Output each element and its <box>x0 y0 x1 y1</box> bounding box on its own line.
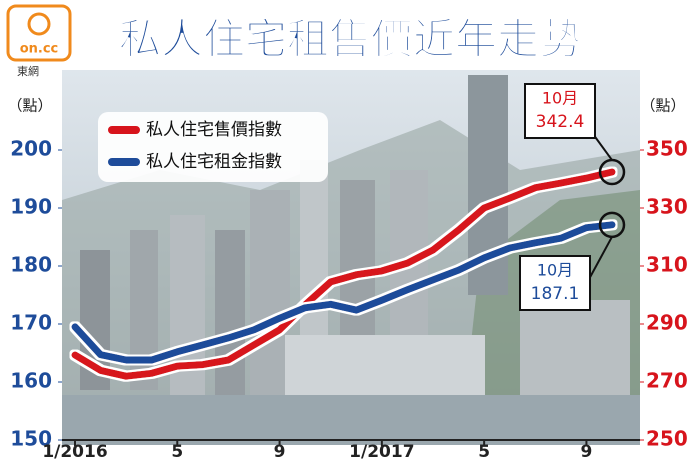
y2-tick-label: 350 <box>646 137 688 161</box>
x-tick-label: 1/2017 <box>349 442 414 460</box>
callout-month: 10月 <box>537 261 573 280</box>
y2-tick-label: 330 <box>646 195 688 219</box>
y2-tick-label: 270 <box>646 369 688 393</box>
callout-value: 342.4 <box>536 112 585 132</box>
source: 東網 <box>17 64 39 78</box>
y-tick-label: 150 <box>10 427 52 451</box>
y-tick-label: 180 <box>10 253 52 277</box>
x-tick-label: 5 <box>171 442 183 460</box>
logo-text: on.cc <box>20 42 59 57</box>
y2-tick-label: 250 <box>646 427 688 451</box>
x-tick-label: 9 <box>274 442 286 460</box>
series-line <box>71 168 616 380</box>
y2-tick-label: 310 <box>646 253 688 277</box>
y-tick-label: 190 <box>10 195 52 219</box>
y2-axis-label: （點） <box>640 97 685 115</box>
callout-leader <box>592 133 613 161</box>
series-line <box>71 221 616 364</box>
chart-title: 私人住宅租售價近年走勢 <box>119 15 581 64</box>
callout-box <box>519 255 591 311</box>
x-tick-label: 5 <box>478 442 490 460</box>
legend-label: 私人住宅租金指數 <box>146 152 282 172</box>
logo: on.cc <box>6 4 72 62</box>
legend-label: 私人住宅售價指數 <box>146 120 282 140</box>
callout-month: 10月 <box>542 89 578 108</box>
y-axis-label: （點） <box>7 97 52 115</box>
y-tick-label: 200 <box>10 137 52 161</box>
callout-box <box>524 83 596 139</box>
callout-value: 187.1 <box>531 284 580 304</box>
y-tick-label: 160 <box>10 369 52 393</box>
y2-tick-label: 290 <box>646 311 688 335</box>
x-tick-label: 9 <box>581 442 593 460</box>
y-tick-label: 170 <box>10 311 52 335</box>
callout-leader <box>587 236 613 282</box>
legend-box <box>98 112 328 182</box>
x-tick-label: 1/2016 <box>42 442 107 460</box>
